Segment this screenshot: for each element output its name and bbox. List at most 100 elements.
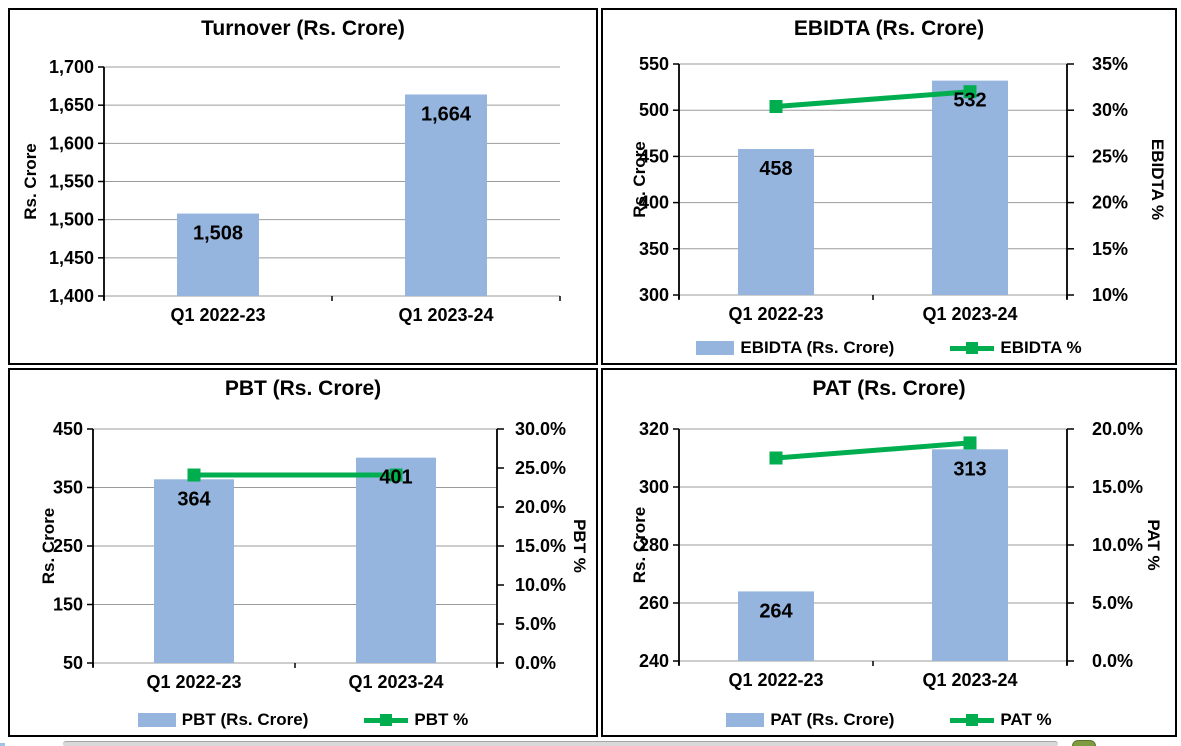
legend-line-label: PAT %: [1000, 710, 1052, 729]
tick-label: 0.0%: [515, 653, 556, 673]
ax-label: EBIDTA %: [1148, 139, 1167, 220]
tick-label: 300: [639, 477, 669, 497]
line-marker-icon: [364, 713, 409, 727]
tick-label: 30%: [1092, 100, 1128, 120]
tick-label: 400: [639, 193, 669, 213]
tick-label: 15.0%: [515, 536, 566, 556]
tick-label: 5.0%: [1092, 593, 1133, 613]
bar-swatch-icon: [696, 341, 735, 355]
tick-label: 20.0%: [515, 497, 566, 517]
legend-item-pat-bars: PAT (Rs. Crore): [726, 710, 894, 730]
tick-label: 1,450: [49, 248, 94, 268]
cat-label: Q1 2022-23: [146, 672, 241, 692]
tick-label: 10.0%: [515, 575, 566, 595]
pat-chart-panel: 320 300 280 260 240 20.0% 15.0% 10.0% 5.0% 0.0% PA…: [601, 368, 1177, 737]
tick-label: 150: [53, 595, 83, 615]
ax-label: PBT %: [570, 519, 589, 573]
pbt-chart-canvas: 450 350 250 150 50 30.0% 25.0% 20.0% 15.0% 10.0% 5…: [39, 419, 589, 692]
tick-label: 260: [639, 593, 669, 613]
cat-label: Q1 2022-23: [728, 670, 823, 690]
vlabel-label: 1,664: [421, 103, 472, 125]
bar-swatch-icon: [726, 713, 765, 727]
bar: [154, 479, 234, 663]
bar: [932, 449, 1008, 661]
ax-label: Rs. Crore: [21, 143, 40, 220]
line-marker-icon: [950, 713, 995, 727]
line-marker: [389, 468, 403, 482]
tick-label: 280: [639, 535, 669, 555]
line-marker: [187, 468, 201, 482]
cat-label: Q1 2022-23: [170, 305, 265, 325]
chart-title-pbt: PBT (Rs. Crore): [224, 377, 382, 400]
cat-label: Q1 2023-24: [922, 304, 1017, 324]
tick-label: 15%: [1092, 239, 1128, 259]
pbt-chart-panel: 450 350 250 150 50 30.0% 25.0% 20.0% 15.0% 10.0% 5…: [8, 368, 598, 737]
tick-label: 1,500: [49, 210, 94, 230]
ax-label: Rs. Crore: [39, 508, 58, 585]
tick-label: 300: [639, 285, 669, 305]
cat-label: Q1 2023-24: [922, 670, 1017, 690]
line-marker: [769, 100, 783, 114]
cat-label: Q1 2023-24: [348, 672, 443, 692]
vlabel-label: 401: [379, 467, 412, 489]
trend-line: [775, 440, 971, 461]
tick-label: 0.0%: [1092, 651, 1133, 671]
tick-label: 1,400: [49, 286, 94, 306]
bar: [738, 591, 814, 661]
turnover-chart-canvas: 1,700 1,650 1,600 1,550 1,500 1,450 1,400 1,508…: [21, 57, 561, 325]
vlabel-label: 1,508: [193, 223, 243, 245]
tick-label: 550: [639, 54, 669, 74]
legend-bar-label: EBIDTA (Rs. Crore): [740, 338, 895, 357]
tick-label: 20%: [1092, 193, 1128, 213]
chart-title-pat: PAT (Rs. Crore): [812, 377, 966, 400]
tick-label: 240: [639, 651, 669, 671]
vlabel-label: 364: [177, 488, 211, 510]
line-marker: [963, 85, 977, 99]
tick-label: 10%: [1092, 285, 1128, 305]
line-marker: [963, 436, 977, 450]
tick-label: 450: [53, 419, 83, 439]
ax-label: PAT %: [1144, 519, 1163, 570]
chart-title-ebidta: EBIDTA (Rs. Crore): [793, 17, 985, 40]
pbt-legend: PBT (Rs. Crore) PBT %: [10, 710, 596, 730]
line-marker-icon: [950, 341, 995, 355]
chart-title-turnover: Turnover (Rs. Crore): [201, 17, 405, 40]
legend-item-pbt-line: PBT %: [364, 710, 468, 730]
vlabel-label: 264: [759, 600, 793, 622]
tick-label: 350: [639, 239, 669, 259]
tick-label: 500: [639, 100, 669, 120]
bar: [405, 94, 487, 296]
tick-label: 1,700: [49, 57, 94, 77]
legend-line-label: PBT %: [414, 710, 469, 729]
turnover-chart-panel: 1,700 1,650 1,600 1,550 1,500 1,450 1,400 1,508…: [8, 8, 598, 365]
bar-swatch-icon: [137, 713, 176, 727]
clipped-content-fragment: [0, 743, 5, 746]
line-marker: [769, 451, 783, 465]
tick-label: 25%: [1092, 146, 1128, 166]
bar: [177, 213, 259, 296]
ebidta-legend: EBIDTA (Rs. Crore) EBIDTA %: [603, 338, 1175, 358]
legend-bar-label: PBT (Rs. Crore): [181, 710, 309, 729]
ax-label: Rs. Crore: [630, 507, 649, 584]
bar: [356, 457, 436, 663]
tick-label: 450: [639, 146, 669, 166]
pat-legend: PAT (Rs. Crore) PAT %: [603, 710, 1175, 730]
tick-label: 350: [53, 478, 83, 498]
tick-label: 1,550: [49, 172, 94, 192]
tick-label: 25.0%: [515, 458, 566, 478]
legend-item-ebidta-line: EBIDTA %: [950, 338, 1082, 358]
clipped-logo-fragment: [1072, 740, 1096, 746]
tick-label: 30.0%: [515, 419, 566, 439]
page-scrollbar[interactable]: [63, 741, 1058, 746]
bar: [738, 149, 814, 295]
legend-item-ebidta-bars: EBIDTA (Rs. Crore): [696, 338, 894, 358]
legend-item-pat-line: PAT %: [950, 710, 1052, 730]
tick-label: 1,600: [49, 133, 94, 153]
tick-label: 50: [63, 653, 83, 673]
pat-chart-canvas: 320 300 280 260 240 20.0% 15.0% 10.0% 5.0% 0.0% PA…: [630, 419, 1163, 690]
vlabel-label: 458: [759, 158, 792, 180]
tick-label: 10.0%: [1092, 535, 1143, 555]
cat-label: Q1 2023-24: [398, 305, 493, 325]
tick-label: 1,650: [49, 95, 94, 115]
